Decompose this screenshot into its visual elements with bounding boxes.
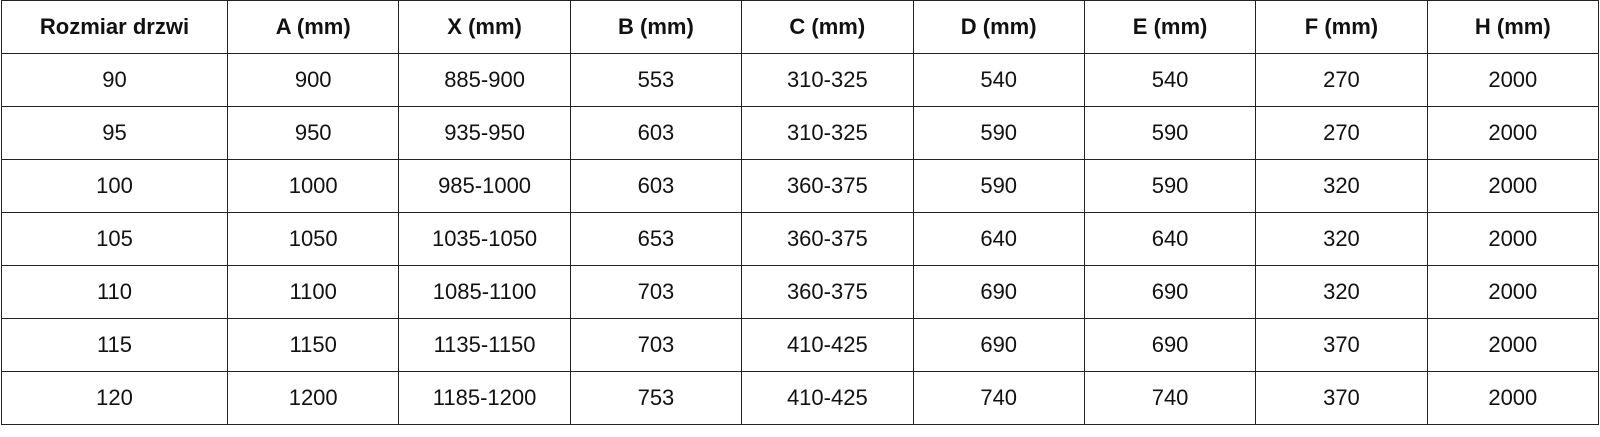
table-row: 120 1200 1185-1200 753 410-425 740 740 370 2000 — [1, 371, 1600, 425]
table-cell: 590 — [912, 159, 1085, 213]
column-header: E (mm) — [1083, 0, 1257, 54]
column-header: D (mm) — [912, 0, 1085, 54]
table-cell: 703 — [569, 265, 743, 319]
table-cell: 370 — [1255, 371, 1428, 425]
table-cell: 410-425 — [741, 318, 914, 372]
table-cell: 885-900 — [398, 53, 571, 107]
table-cell: 2000 — [1426, 212, 1600, 266]
table-cell: 703 — [569, 318, 743, 372]
table-cell: 1000 — [226, 159, 400, 213]
table-cell: 540 — [912, 53, 1085, 107]
column-header: H (mm) — [1426, 0, 1600, 54]
column-header: F (mm) — [1255, 0, 1428, 54]
table-cell: 753 — [569, 371, 743, 425]
table-cell: 690 — [1083, 318, 1257, 372]
table-cell: 2000 — [1426, 318, 1600, 372]
table-row: 110 1100 1085-1100 703 360-375 690 690 320 2000 — [1, 265, 1600, 319]
column-header: X (mm) — [398, 0, 571, 54]
table-cell: 110 — [1, 265, 228, 319]
table-row: 90 900 885-900 553 310-325 540 540 270 2000 — [1, 53, 1600, 107]
table-cell: 1050 — [226, 212, 400, 266]
table-cell: 590 — [1083, 106, 1257, 160]
table-cell: 370 — [1255, 318, 1428, 372]
table-cell: 2000 — [1426, 371, 1600, 425]
table-cell: 603 — [569, 159, 743, 213]
table-body: 90 900 885-900 553 310-325 540 540 270 2000 95 950… — [1, 53, 1600, 425]
table-cell: 740 — [1083, 371, 1257, 425]
column-header: Rozmiar drzwi — [1, 0, 228, 54]
table-row: 115 1150 1135-1150 703 410-425 690 690 370 2000 — [1, 318, 1600, 372]
table-cell: 690 — [1083, 265, 1257, 319]
table-cell: 590 — [1083, 159, 1257, 213]
column-header: B (mm) — [569, 0, 743, 54]
table-cell: 653 — [569, 212, 743, 266]
table-cell: 95 — [1, 106, 228, 160]
table-cell: 553 — [569, 53, 743, 107]
table-cell: 100 — [1, 159, 228, 213]
table-cell: 2000 — [1426, 265, 1600, 319]
table-row: 100 1000 985-1000 603 360-375 590 590 320 2000 — [1, 159, 1600, 213]
table-cell: 950 — [226, 106, 400, 160]
table-cell: 310-325 — [741, 53, 914, 107]
table-cell: 1185-1200 — [398, 371, 571, 425]
table-cell: 320 — [1255, 212, 1428, 266]
table-row: 95 950 935-950 603 310-325 590 590 270 2000 — [1, 106, 1600, 160]
table-cell: 740 — [912, 371, 1085, 425]
table-cell: 270 — [1255, 53, 1428, 107]
table-cell: 2000 — [1426, 53, 1600, 107]
table-cell: 640 — [1083, 212, 1257, 266]
table-cell: 1085-1100 — [398, 265, 571, 319]
table-cell: 603 — [569, 106, 743, 160]
table-cell: 115 — [1, 318, 228, 372]
table-cell: 540 — [1083, 53, 1257, 107]
table-cell: 90 — [1, 53, 228, 107]
table-cell: 1200 — [226, 371, 400, 425]
table-cell: 1100 — [226, 265, 400, 319]
table-cell: 985-1000 — [398, 159, 571, 213]
table-cell: 105 — [1, 212, 228, 266]
table-cell: 590 — [912, 106, 1085, 160]
table-cell: 690 — [912, 265, 1085, 319]
table-cell: 2000 — [1426, 159, 1600, 213]
table-cell: 360-375 — [741, 265, 914, 319]
table-row: 105 1050 1035-1050 653 360-375 640 640 320 2000 — [1, 212, 1600, 266]
table-cell: 310-325 — [741, 106, 914, 160]
table-cell: 640 — [912, 212, 1085, 266]
table-cell: 2000 — [1426, 106, 1600, 160]
header-row: Rozmiar drzwi A (mm) X (mm) B (mm) C (mm) D (… — [1, 0, 1600, 54]
table-cell: 320 — [1255, 159, 1428, 213]
table-cell: 270 — [1255, 106, 1428, 160]
table-cell: 1135-1150 — [398, 318, 571, 372]
table-cell: 690 — [912, 318, 1085, 372]
table-cell: 935-950 — [398, 106, 571, 160]
table-cell: 120 — [1, 371, 228, 425]
dimension-table: Rozmiar drzwi A (mm) X (mm) B (mm) C (mm) D (… — [1, 0, 1600, 425]
table-cell: 320 — [1255, 265, 1428, 319]
table-cell: 360-375 — [741, 212, 914, 266]
table-cell: 410-425 — [741, 371, 914, 425]
column-header: C (mm) — [741, 0, 914, 54]
table-cell: 900 — [226, 53, 400, 107]
column-header: A (mm) — [226, 0, 400, 54]
table-cell: 1035-1050 — [398, 212, 571, 266]
table-cell: 360-375 — [741, 159, 914, 213]
table-cell: 1150 — [226, 318, 400, 372]
